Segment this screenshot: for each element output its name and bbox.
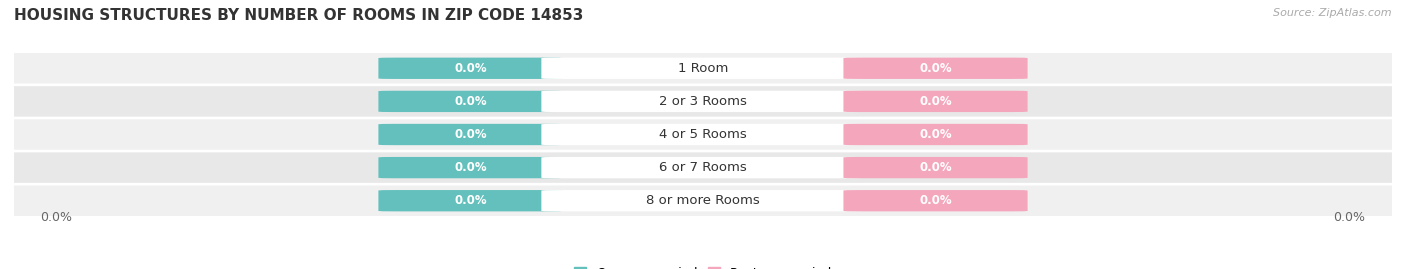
FancyBboxPatch shape: [541, 157, 865, 178]
FancyBboxPatch shape: [14, 119, 1392, 150]
Text: 0.0%: 0.0%: [920, 95, 952, 108]
FancyBboxPatch shape: [14, 86, 1392, 117]
FancyBboxPatch shape: [844, 157, 1028, 178]
Text: Source: ZipAtlas.com: Source: ZipAtlas.com: [1274, 8, 1392, 18]
Text: 6 or 7 Rooms: 6 or 7 Rooms: [659, 161, 747, 174]
FancyBboxPatch shape: [14, 53, 1392, 83]
FancyBboxPatch shape: [541, 58, 865, 79]
FancyBboxPatch shape: [378, 58, 562, 79]
FancyBboxPatch shape: [844, 124, 1028, 145]
Text: 0.0%: 0.0%: [454, 62, 486, 75]
FancyBboxPatch shape: [378, 190, 562, 211]
Text: 0.0%: 0.0%: [454, 128, 486, 141]
Text: 0.0%: 0.0%: [920, 161, 952, 174]
Text: 0.0%: 0.0%: [454, 95, 486, 108]
FancyBboxPatch shape: [14, 186, 1392, 216]
Text: 8 or more Rooms: 8 or more Rooms: [647, 194, 759, 207]
Text: 4 or 5 Rooms: 4 or 5 Rooms: [659, 128, 747, 141]
Text: 0.0%: 0.0%: [1333, 211, 1365, 224]
Text: 0.0%: 0.0%: [920, 62, 952, 75]
FancyBboxPatch shape: [844, 190, 1028, 211]
FancyBboxPatch shape: [14, 152, 1392, 183]
Text: 0.0%: 0.0%: [920, 128, 952, 141]
Text: 0.0%: 0.0%: [920, 194, 952, 207]
FancyBboxPatch shape: [844, 91, 1028, 112]
Text: 0.0%: 0.0%: [454, 194, 486, 207]
Text: HOUSING STRUCTURES BY NUMBER OF ROOMS IN ZIP CODE 14853: HOUSING STRUCTURES BY NUMBER OF ROOMS IN…: [14, 8, 583, 23]
Legend: Owner-occupied, Renter-occupied: Owner-occupied, Renter-occupied: [574, 267, 832, 269]
Text: 1 Room: 1 Room: [678, 62, 728, 75]
FancyBboxPatch shape: [541, 190, 865, 211]
FancyBboxPatch shape: [541, 124, 865, 145]
FancyBboxPatch shape: [378, 157, 562, 178]
Text: 0.0%: 0.0%: [41, 211, 73, 224]
FancyBboxPatch shape: [378, 124, 562, 145]
FancyBboxPatch shape: [541, 91, 865, 112]
FancyBboxPatch shape: [378, 91, 562, 112]
FancyBboxPatch shape: [844, 58, 1028, 79]
Text: 0.0%: 0.0%: [454, 161, 486, 174]
Text: 2 or 3 Rooms: 2 or 3 Rooms: [659, 95, 747, 108]
